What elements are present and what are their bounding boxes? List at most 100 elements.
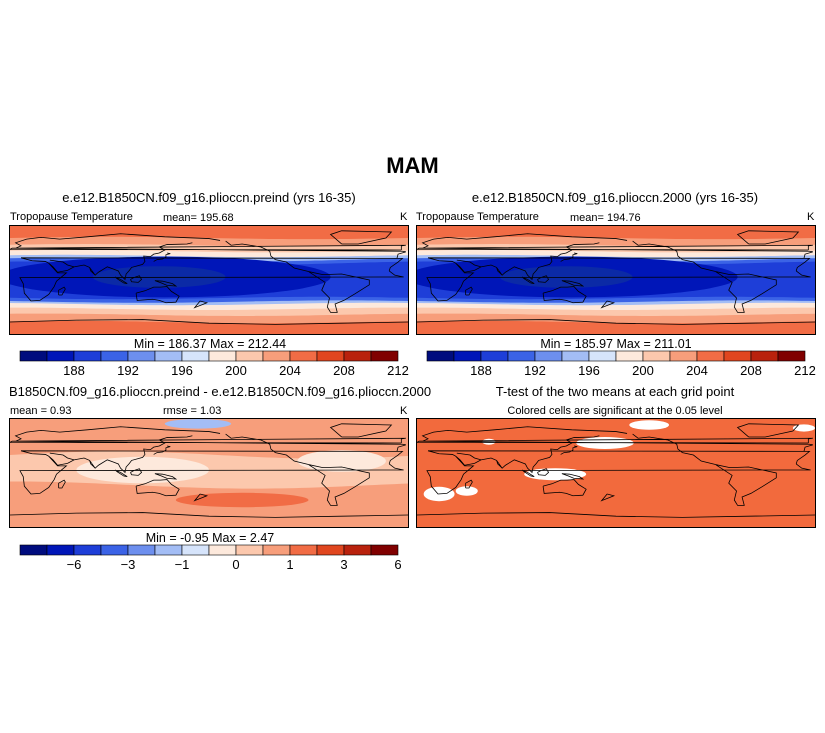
panel2-colorbar-swatch-10 <box>696 350 725 362</box>
panel2-colorbar-tick-6: 212 <box>794 363 816 378</box>
panel1-colorbar-swatch-13 <box>370 350 399 362</box>
panel1-map-svg <box>10 226 408 334</box>
panel1-colorbar-swatch-2 <box>73 350 102 362</box>
panel2-map <box>416 225 816 335</box>
panel2-colorbar-tick-5: 208 <box>740 363 762 378</box>
panel4-coastlines <box>417 423 815 518</box>
panel1-colorbar-swatch-1 <box>46 350 75 362</box>
panel4-insignificant-7 <box>455 486 478 496</box>
panel3-colorbar-swatch-5 <box>154 544 183 556</box>
panel1-colorbar-swatch-5 <box>154 350 183 362</box>
panel1-minmax-label: Min = 186.37 Max = 212.44 <box>133 337 287 351</box>
panel2-mean-label: mean= 194.76 <box>570 212 641 224</box>
panel4-signif-bg <box>417 419 815 527</box>
panel4-title: T-test of the two means at each grid poi… <box>495 384 735 399</box>
panel3-light-b <box>297 450 386 472</box>
panel3-rmse-label: rmse = 1.03 <box>163 405 222 417</box>
panel3-mean-label: mean = 0.93 <box>10 405 72 417</box>
panel3-colorbar-swatch-2 <box>73 544 102 556</box>
panel3-colorbar-tick-5: 3 <box>340 557 347 572</box>
panel3-colorbar-swatch-13 <box>370 544 399 556</box>
panel1-colorbar-tick-6: 212 <box>387 363 409 378</box>
panel3-light-a <box>76 456 209 484</box>
panel2-colorbar-swatch-4 <box>534 350 563 362</box>
panel3-colorbar-swatch-12 <box>343 544 372 556</box>
panel2-core-min <box>499 266 633 288</box>
panel2-colorbar-swatch-13 <box>777 350 806 362</box>
panel1-units-label: K <box>400 211 408 223</box>
panel1-colorbar-tick-4: 204 <box>279 363 301 378</box>
panel2-coastlines <box>417 230 815 325</box>
panel3-colorbar-tick-4: 1 <box>286 557 293 572</box>
panel2-colorbar-swatch-2 <box>480 350 509 362</box>
panel2-colorbar-tick-2: 196 <box>578 363 600 378</box>
panel3-colorbar-swatch-9 <box>262 544 291 556</box>
panel1-colorbar-swatch-7 <box>208 350 237 362</box>
panel2-minmax-label: Min = 185.97 Max = 211.01 <box>540 337 692 351</box>
panel2-colorbar-svg: 188 192 196 200 204 208 212 <box>426 350 816 378</box>
panel2-colorbar-tick-1: 192 <box>524 363 546 378</box>
panel2-colorbar-swatch-6 <box>588 350 617 362</box>
panel3-warm-south <box>175 492 309 508</box>
panel2-colorbar-swatch-1 <box>453 350 482 362</box>
panel1-colorbar-swatch-10 <box>289 350 318 362</box>
panel1-colorbar-swatch-4 <box>127 350 156 362</box>
panel3-colorbar-swatch-7 <box>208 544 237 556</box>
panel3-colorbar-swatch-3 <box>100 544 129 556</box>
panel1-colorbar-tick-1: 192 <box>117 363 139 378</box>
panel4-map-svg <box>417 419 815 527</box>
panel1-colorbar-swatch-11 <box>316 350 345 362</box>
panel3-colorbar-swatch-4 <box>127 544 156 556</box>
panel1-coastlines <box>10 230 408 325</box>
panel1-colorbar-swatch-3 <box>100 350 129 362</box>
panel3-colorbar-tick-2: −1 <box>175 557 190 572</box>
panel3-map-svg <box>10 419 408 527</box>
panel1-colorbar-svg: 188 192 196 200 204 208 212 <box>19 350 409 378</box>
panel3-colorbar-swatch-11 <box>316 544 345 556</box>
panel2-colorbar-swatch-11 <box>723 350 752 362</box>
panel3-colorbar-swatch-1 <box>46 544 75 556</box>
panel1-colorbar-swatch-8 <box>235 350 264 362</box>
panel3-coastlines <box>10 423 408 518</box>
panel1-colorbar-tick-3: 200 <box>225 363 247 378</box>
panel1-map <box>9 225 409 335</box>
panel4-insignificant-6 <box>792 424 815 432</box>
panel1-colorbar: 188 192 196 200 204 208 212 <box>19 350 409 379</box>
panel1-colorbar-swatch-6 <box>181 350 210 362</box>
panel2-colorbar-swatch-12 <box>750 350 779 362</box>
panel1-colorbar-swatch-9 <box>262 350 291 362</box>
panel2-map-svg <box>417 226 815 334</box>
panel1-variable-label: Tropopause Temperature <box>10 211 133 223</box>
panel4-insignificant-3 <box>629 420 670 430</box>
panel3-units-label: K <box>400 405 408 417</box>
panel3-colorbar-tick-6: 6 <box>394 557 401 572</box>
panel2-colorbar-tick-3: 200 <box>632 363 654 378</box>
panel3-colorbar-svg: −6 −3 −1 0 1 3 6 <box>19 544 402 572</box>
panel2-colorbar-swatch-9 <box>669 350 698 362</box>
panel2-colorbar-swatch-7 <box>615 350 644 362</box>
panel3-minmax-label: Min = -0.95 Max = 2.47 <box>145 531 275 545</box>
panel1-mean-label: mean= 195.68 <box>163 212 234 224</box>
panel3-title: B1850CN.f09_g16.plioccn.preind - e.e12.B… <box>9 384 432 399</box>
panel3-map <box>9 418 409 528</box>
panel1-colorbar-tick-0: 188 <box>63 363 85 378</box>
panel3-colorbar-swatch-6 <box>181 544 210 556</box>
panel2-colorbar-tick-4: 204 <box>686 363 708 378</box>
panel4-insignificant-5 <box>531 473 550 479</box>
panel3-cool-north <box>164 419 232 429</box>
panel1-core-min <box>92 266 226 288</box>
panel2-variable-label: Tropopause Temperature <box>416 211 539 223</box>
panel3-colorbar-tick-0: −6 <box>67 557 82 572</box>
panel1-colorbar-tick-2: 196 <box>171 363 193 378</box>
panel1-colorbar-swatch-0 <box>19 350 48 362</box>
panel1-colorbar-swatch-12 <box>343 350 372 362</box>
panel4-subtitle: Colored cells are significant at the 0.0… <box>507 405 723 417</box>
panel2-colorbar-swatch-0 <box>426 350 455 362</box>
panel4-map <box>416 418 816 528</box>
panel2-colorbar: 188 192 196 200 204 208 212 <box>426 350 816 379</box>
panel3-colorbar-tick-3: 0 <box>232 557 239 572</box>
panel2-title: e.e12.B1850CN.f09_g16.plioccn.2000 (yrs … <box>471 190 759 205</box>
panel2-colorbar-swatch-8 <box>642 350 671 362</box>
panel3-colorbar-tick-1: −3 <box>121 557 136 572</box>
panel3-colorbar: −6 −3 −1 0 1 3 6 <box>19 544 402 573</box>
